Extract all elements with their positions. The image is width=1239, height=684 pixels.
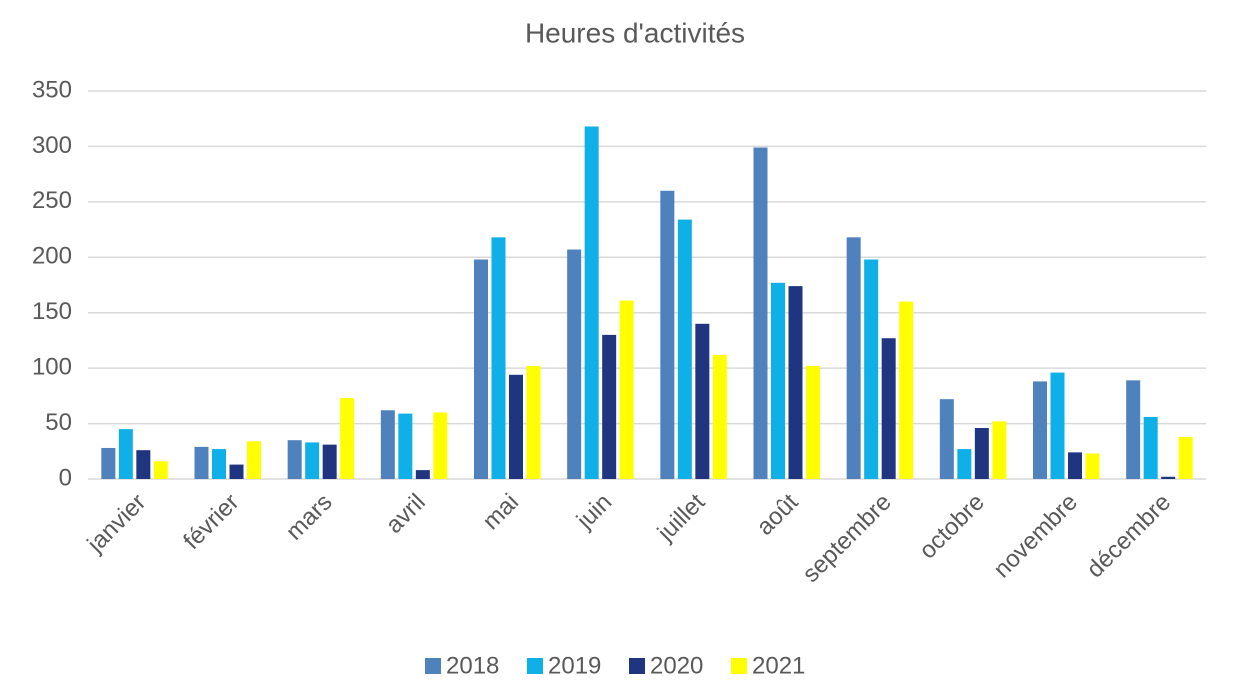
y-tick-label: 0 — [59, 464, 72, 491]
bar — [118, 429, 133, 479]
bar — [899, 301, 914, 479]
bar — [1085, 453, 1100, 479]
bar — [788, 286, 803, 479]
legend-label: 2019 — [548, 652, 601, 679]
bar — [846, 237, 861, 479]
x-tick-label: août — [751, 488, 803, 540]
x-tick-label: juin — [571, 489, 617, 535]
y-tick-label: 300 — [32, 132, 72, 159]
x-tick-label: mai — [478, 489, 524, 535]
bar — [1050, 372, 1065, 479]
y-tick-label: 250 — [32, 187, 72, 214]
bar — [806, 365, 820, 479]
bar — [194, 446, 209, 479]
bar — [526, 365, 541, 479]
bar — [491, 237, 506, 479]
bar — [101, 447, 116, 479]
y-tick-label: 100 — [32, 353, 72, 380]
bar — [287, 440, 302, 479]
x-tick-label: avril — [381, 489, 431, 539]
bar — [602, 334, 617, 479]
bar — [247, 441, 261, 479]
x-tick-label: janvier — [82, 489, 152, 559]
bar — [677, 219, 692, 479]
x-tick-label: mars — [281, 489, 338, 546]
bar — [567, 249, 582, 479]
legend-label: 2020 — [650, 652, 703, 679]
bar — [992, 421, 1007, 479]
bar — [398, 413, 413, 479]
legend-swatch — [425, 658, 441, 674]
legend-label: 2021 — [752, 652, 805, 679]
bar — [136, 450, 151, 479]
bar — [957, 449, 972, 479]
bar — [584, 126, 599, 479]
bar — [1143, 416, 1158, 479]
legend-swatch — [527, 658, 543, 674]
bar — [322, 444, 337, 479]
legend-label: 2018 — [446, 652, 499, 679]
bar — [433, 412, 448, 479]
legend-swatch — [731, 658, 747, 674]
bar — [939, 399, 954, 479]
y-tick-label: 150 — [32, 298, 72, 325]
bar — [509, 374, 523, 479]
y-tick-label: 350 — [32, 76, 72, 103]
x-tick-label: juillet — [652, 488, 711, 547]
bar — [153, 461, 168, 479]
bar — [712, 354, 727, 479]
bar — [340, 398, 355, 479]
bar — [229, 464, 244, 479]
bar — [753, 147, 768, 479]
bar — [474, 259, 488, 479]
bar — [1178, 436, 1193, 479]
bar — [1126, 380, 1141, 479]
bar — [660, 190, 675, 479]
bar — [380, 410, 395, 479]
bar — [974, 428, 989, 479]
bar — [212, 449, 226, 479]
bar — [1033, 381, 1047, 479]
bar — [864, 259, 879, 479]
bar — [415, 470, 430, 479]
legend-swatch — [629, 658, 645, 674]
x-tick-label: septembre — [797, 489, 896, 588]
x-tick-label: décembre — [1082, 489, 1177, 584]
chart-title: Heures d'activités — [525, 17, 745, 48]
x-tick-label: octobre — [914, 489, 990, 565]
y-tick-label: 200 — [32, 243, 72, 270]
y-tick-label: 50 — [45, 409, 72, 436]
x-tick-label: novembre — [988, 489, 1083, 584]
bar — [305, 442, 320, 479]
bar — [1161, 476, 1176, 479]
bar — [1068, 452, 1082, 479]
bar — [771, 282, 785, 479]
bar — [881, 338, 896, 479]
x-tick-label: février — [178, 489, 244, 555]
bar — [695, 323, 710, 479]
bar — [619, 300, 634, 479]
